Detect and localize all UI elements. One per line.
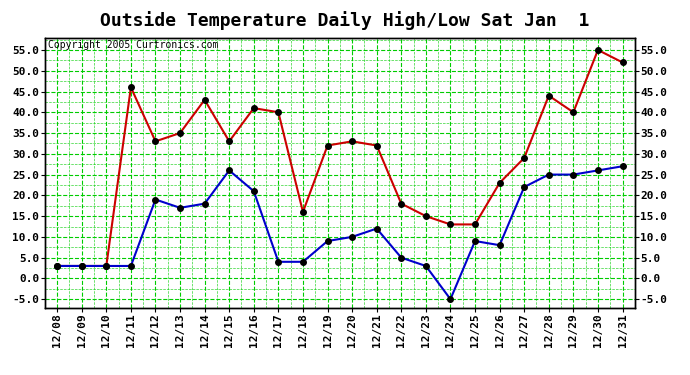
Text: Copyright 2005 Curtronics.com: Copyright 2005 Curtronics.com — [48, 40, 218, 50]
Text: Outside Temperature Daily High/Low Sat Jan  1: Outside Temperature Daily High/Low Sat J… — [100, 11, 590, 30]
